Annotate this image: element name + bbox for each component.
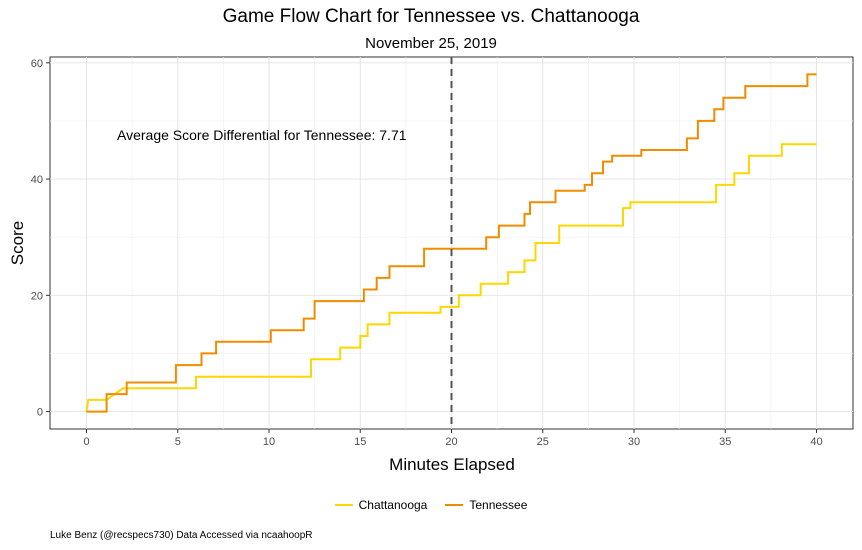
y-tick-label: 0 (37, 407, 43, 419)
legend: Chattanooga Tennessee (0, 498, 862, 512)
x-tick-label: 0 (83, 436, 89, 448)
x-tick-label: 15 (354, 436, 366, 448)
series-lines (85, 57, 817, 429)
x-axis-title: Minutes Elapsed (389, 455, 515, 474)
x-tick-label: 10 (263, 436, 275, 448)
y-axis-title: Score (8, 221, 27, 265)
x-tick-label: 30 (628, 436, 640, 448)
legend-key-chattanooga (334, 504, 353, 506)
legend-label-tennessee: Tennessee (469, 498, 528, 512)
caption: Luke Benz (@recspecs730) Data Accessed v… (50, 530, 313, 541)
x-tick-label: 40 (810, 436, 822, 448)
chart-title: Game Flow Chart for Tennessee vs. Chatta… (222, 6, 640, 27)
legend-item-tennessee: Tennessee (445, 498, 527, 512)
x-tick-label: 25 (537, 436, 549, 448)
legend-item-chattanooga: Chattanooga (334, 498, 428, 512)
legend-key-tennessee (445, 504, 464, 506)
y-tick-label: 20 (31, 290, 43, 302)
x-tick-label: 5 (175, 436, 181, 448)
series-line-tennessee (86, 73, 817, 413)
series-line-chattanooga (85, 143, 817, 412)
axes: 0 5 10 15 20 25 30 35 40 0 20 40 60 (31, 58, 823, 448)
x-tick-label: 20 (445, 436, 457, 448)
y-tick-label: 40 (31, 174, 43, 186)
y-tick-label: 60 (31, 58, 43, 70)
chart-annotation: Average Score Differential for Tennessee… (117, 127, 407, 143)
x-tick-label: 35 (719, 436, 731, 448)
chart-subtitle: November 25, 2019 (365, 35, 497, 52)
legend-label-chattanooga: Chattanooga (358, 498, 428, 512)
